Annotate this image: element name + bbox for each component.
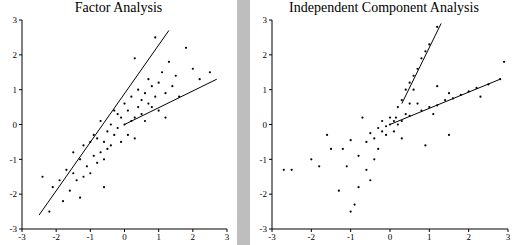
svg-text:-2: -2	[308, 232, 316, 242]
svg-text:3: 3	[263, 15, 268, 25]
svg-text:3: 3	[13, 15, 18, 25]
svg-text:-1: -1	[260, 155, 268, 165]
svg-text:-3: -3	[268, 232, 276, 242]
html-text:Independent Component Analysis: Independent Component Analysis	[289, 0, 479, 15]
svg-text:1: 1	[427, 232, 432, 242]
svg-text:0: 0	[388, 232, 393, 242]
svg-text:-2: -2	[52, 232, 60, 242]
html-text:Factor Analysis: Factor Analysis	[74, 0, 163, 15]
svg-text:-1: -1	[10, 155, 18, 165]
svg-text:1: 1	[13, 85, 18, 95]
svg-text:3: 3	[506, 232, 510, 242]
svg-text:-3: -3	[10, 224, 18, 234]
svg-text:0: 0	[13, 120, 18, 130]
svg-text:2: 2	[263, 50, 268, 60]
svg-text:2: 2	[13, 50, 18, 60]
svg-text:2: 2	[466, 232, 471, 242]
svg-text:-2: -2	[10, 189, 18, 199]
svg-text:0: 0	[263, 120, 268, 130]
svg-text:0: 0	[122, 232, 127, 242]
svg-text:2: 2	[191, 232, 196, 242]
svg-text:3: 3	[225, 232, 230, 242]
svg-text:-3: -3	[18, 232, 26, 242]
svg-text:1: 1	[263, 85, 268, 95]
svg-text:-1: -1	[87, 232, 95, 242]
svg-text:1: 1	[156, 232, 161, 242]
svg-text:-3: -3	[260, 224, 268, 234]
svg-text:-2: -2	[260, 189, 268, 199]
svg-text:-1: -1	[347, 232, 355, 242]
